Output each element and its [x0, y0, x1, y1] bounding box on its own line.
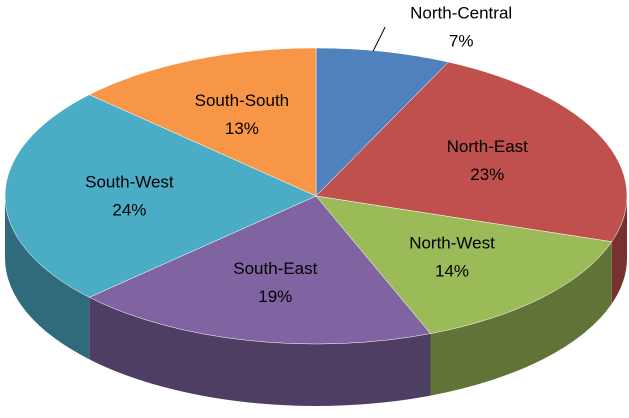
slice-value-label: 23% — [470, 165, 504, 184]
slice-value-label: 19% — [258, 287, 292, 306]
slice-side — [89, 297, 431, 406]
slice-value-label: 13% — [225, 119, 259, 138]
slice — [4, 94, 317, 298]
slice-side — [5, 196, 90, 360]
slice-value-label: 24% — [112, 200, 146, 219]
slice-name: South-West — [85, 172, 174, 191]
slice-name: North-Central — [410, 3, 512, 22]
slice — [315, 47, 449, 197]
slice — [88, 195, 431, 345]
slice — [315, 61, 628, 243]
slice-side — [611, 196, 627, 304]
slice-name: South-South — [195, 91, 290, 110]
slice — [315, 195, 613, 334]
slice — [88, 47, 317, 197]
slice-name: North-East — [447, 137, 529, 156]
slice-value-label: 7% — [449, 31, 474, 50]
slice-side — [430, 241, 612, 396]
leader-line — [372, 26, 386, 52]
slice-value-label: 14% — [435, 261, 469, 280]
slice-name: North-West — [409, 233, 495, 252]
slice-name: South-East — [233, 259, 317, 278]
